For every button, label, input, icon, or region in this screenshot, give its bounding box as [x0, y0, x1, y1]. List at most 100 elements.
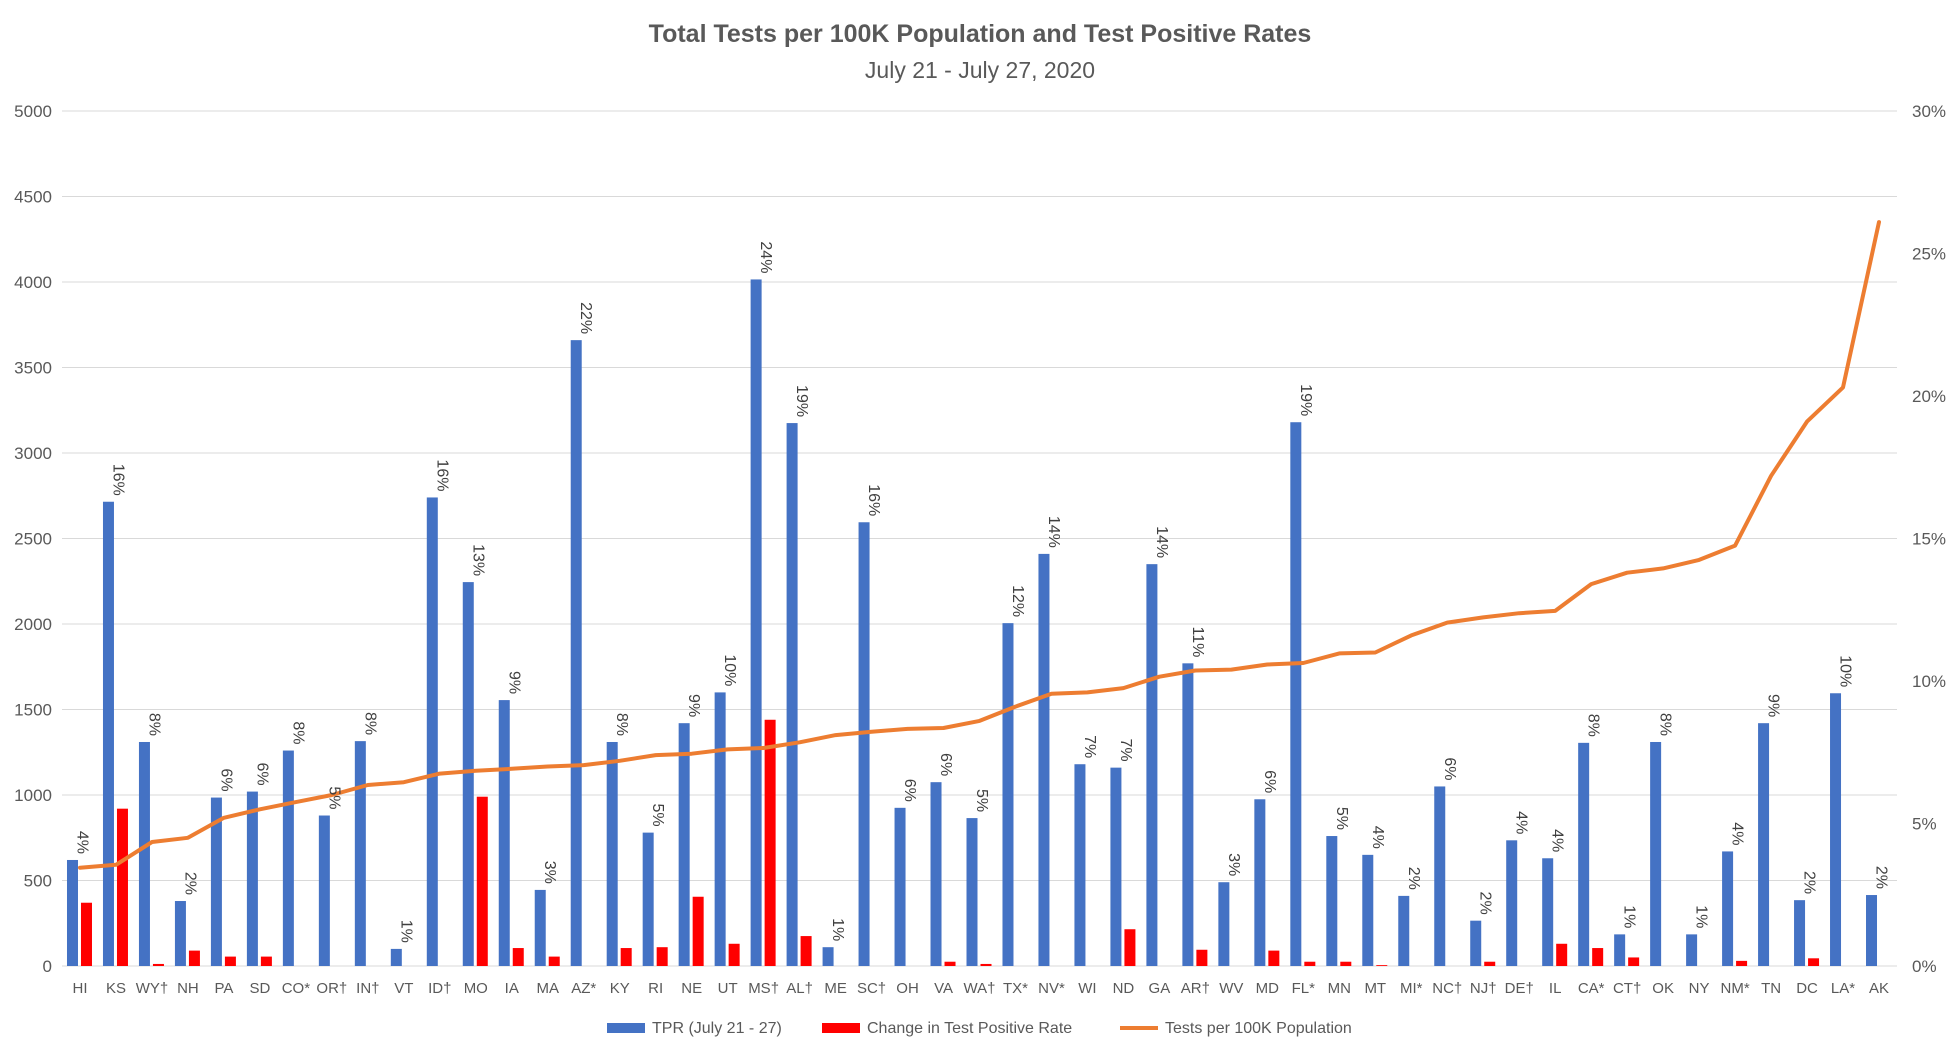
x-tick-label: UT	[718, 980, 738, 997]
right-tick-label: 30%	[1912, 102, 1946, 121]
tpr-bar	[1866, 895, 1878, 966]
x-tick-label: GA	[1149, 980, 1171, 997]
data-labels: 4% 16% 8% 2% 6% 6% 8% 5% 8% 1% 16% 13% 9% 3% 22% 8% 5% 9%…	[73, 241, 1889, 942]
tpr-bar	[1182, 663, 1194, 966]
x-tick-label: MO	[464, 980, 488, 997]
tpr-data-label: 2%	[1405, 867, 1422, 890]
left-tick-label: 500	[24, 872, 52, 891]
change-bar	[1592, 948, 1604, 966]
legend: TPR (July 21 - 27) Change in Test Positiv…	[607, 1020, 1352, 1037]
tpr-bar	[354, 741, 366, 966]
left-tick-label: 0	[43, 957, 52, 976]
chart-subtitle: July 21 - July 27, 2020	[865, 57, 1095, 83]
right-tick-label: 25%	[1912, 245, 1946, 264]
x-tick-label: OR†	[316, 980, 347, 997]
tpr-bar	[498, 700, 510, 966]
x-tick-label: NJ†	[1470, 980, 1497, 997]
x-tick-label: NE	[681, 980, 702, 997]
tpr-bar	[1326, 836, 1338, 966]
x-tick-label: WI	[1078, 980, 1096, 997]
x-tick-label: ID†	[428, 980, 451, 997]
x-tick-label: MT	[1364, 980, 1386, 997]
tpr-data-label: 8%	[289, 721, 306, 744]
tpr-data-label: 11%	[1189, 626, 1206, 657]
tpr-bar	[1506, 840, 1518, 966]
change-bar	[188, 950, 200, 966]
tpr-bar	[894, 807, 906, 966]
tpr-data-label: 4%	[1729, 822, 1746, 845]
tpr-bar	[1614, 934, 1626, 966]
legend-label-tests: Tests per 100K Population	[1165, 1020, 1352, 1037]
right-tick-label: 5%	[1912, 815, 1937, 834]
x-tick-label: TN	[1761, 980, 1781, 997]
x-tick-label: MI*	[1400, 980, 1423, 997]
change-bar	[152, 963, 164, 966]
left-tick-label: 1000	[14, 786, 52, 805]
tpr-data-label: 5%	[325, 786, 342, 809]
left-tick-label: 5000	[14, 102, 52, 121]
change-bar	[1124, 929, 1136, 966]
change-bar	[800, 936, 812, 966]
tpr-data-label: 9%	[1765, 694, 1782, 717]
change-bar	[260, 956, 272, 966]
tpr-bar	[1218, 882, 1230, 966]
x-tick-label: ME	[824, 980, 847, 997]
tpr-bar	[570, 340, 582, 966]
tpr-data-label: 10%	[721, 654, 738, 686]
change-bar	[692, 896, 704, 966]
tpr-bar	[1578, 742, 1590, 966]
change-bar	[656, 947, 668, 966]
x-tick-label: CO*	[282, 980, 311, 997]
x-tick-label: RI	[648, 980, 663, 997]
x-tick-label: WV	[1219, 980, 1243, 997]
tpr-data-label: 8%	[361, 712, 378, 735]
tpr-bar	[1002, 623, 1014, 966]
x-tick-label: MN	[1328, 980, 1351, 997]
x-axis-labels: HI KS WY† NH PA SD CO* OR† IN† VT ID† MO IA MA AZ* KY RI…	[72, 980, 1889, 997]
tpr-data-label: 7%	[1117, 739, 1134, 762]
x-tick-label: DE†	[1505, 980, 1534, 997]
tpr-data-label: 6%	[1261, 770, 1278, 793]
tpr-bar	[210, 797, 222, 966]
x-tick-label: AL†	[786, 980, 813, 997]
tpr-data-label: 19%	[1297, 384, 1314, 416]
x-tick-label: ND	[1113, 980, 1135, 997]
tpr-data-label: 6%	[217, 768, 234, 791]
tpr-data-label: 24%	[757, 241, 774, 273]
x-tick-label: NH	[177, 980, 199, 997]
tpr-bar	[462, 582, 474, 966]
left-tick-label: 4000	[14, 273, 52, 292]
tpr-bar	[1470, 920, 1482, 966]
left-tick-label: 1500	[14, 701, 52, 720]
chart-title: Total Tests per 100K Population and Test…	[649, 20, 1312, 48]
change-bar	[620, 948, 632, 966]
tpr-data-label: 9%	[685, 694, 702, 717]
tpr-data-label: 8%	[1657, 713, 1674, 736]
tpr-data-label: 1%	[397, 920, 414, 943]
left-axis: 0 500 1000 1500 2000 2500 3000 3500 4000 4500 5000	[14, 102, 52, 976]
change-bar	[116, 808, 128, 966]
x-tick-label: VA	[934, 980, 953, 997]
left-tick-label: 4500	[14, 188, 52, 207]
change-bar	[1808, 958, 1820, 966]
x-tick-label: WA†	[964, 980, 996, 997]
change-bar	[1484, 961, 1496, 966]
tpr-data-label: 2%	[1477, 892, 1494, 915]
left-tick-label: 2000	[14, 615, 52, 634]
tpr-bar	[282, 750, 294, 966]
tpr-bar	[1686, 934, 1698, 966]
x-tick-label: IL	[1549, 980, 1562, 997]
tpr-bar	[858, 522, 870, 966]
x-tick-label: MD	[1256, 980, 1279, 997]
tpr-data-label: 12%	[1009, 585, 1026, 617]
change-bar	[476, 796, 488, 966]
tpr-bar	[714, 692, 726, 966]
x-tick-label: NC†	[1432, 980, 1462, 997]
tpr-data-label: 5%	[1333, 807, 1350, 830]
tpr-data-label: 1%	[1693, 905, 1710, 928]
right-tick-label: 20%	[1912, 387, 1946, 406]
change-bar	[728, 943, 740, 966]
x-tick-label: PA	[214, 980, 233, 997]
x-tick-label: CT†	[1613, 980, 1641, 997]
